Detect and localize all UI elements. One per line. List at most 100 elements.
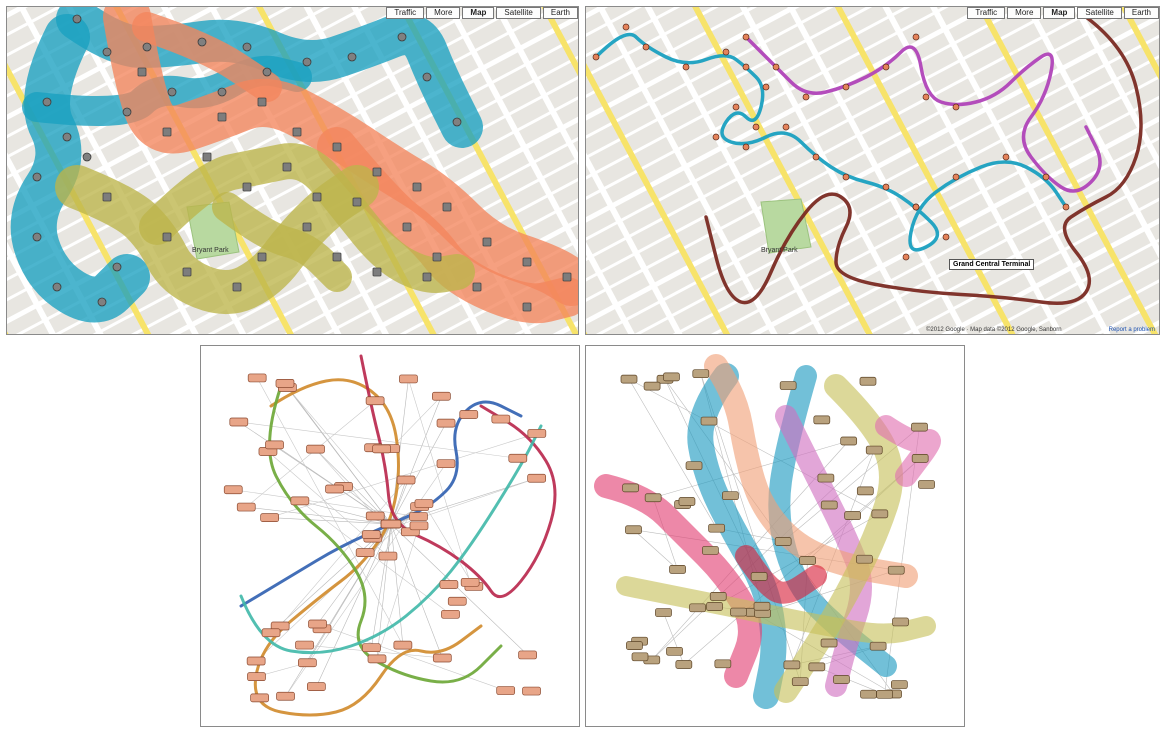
graph-node xyxy=(750,572,768,581)
street xyxy=(586,7,1159,334)
graph-node xyxy=(869,641,887,651)
graph-node xyxy=(496,686,516,695)
graph-node xyxy=(689,603,706,613)
map-more-button[interactable]: More xyxy=(426,7,461,19)
graph-edge xyxy=(246,506,392,525)
graph-node xyxy=(378,551,398,561)
set-member-marker xyxy=(32,172,42,182)
report-problem-link[interactable]: Report a problem xyxy=(1108,327,1155,333)
graph-node xyxy=(918,480,935,489)
line-set-stop-marker xyxy=(752,123,760,131)
graph-node xyxy=(783,660,801,670)
avenue xyxy=(804,7,1159,334)
line-set-stop-marker xyxy=(712,133,720,141)
poi-marker xyxy=(332,252,342,262)
graph-line-sets-canvas[interactable] xyxy=(201,346,579,726)
poi-marker xyxy=(202,152,212,162)
graph-node xyxy=(685,461,703,471)
graph-node xyxy=(871,509,889,519)
poi-marker xyxy=(312,192,322,202)
graph-node xyxy=(229,417,249,427)
map-earth-button-right[interactable]: Earth xyxy=(1123,7,1159,19)
graph-node xyxy=(365,511,385,521)
graph-line-sets-panel[interactable] xyxy=(200,345,580,727)
graph-node xyxy=(730,607,747,617)
set-member-marker xyxy=(52,282,62,292)
map-traffic-button[interactable]: Traffic xyxy=(386,7,425,19)
map-copyright: ©2012 Google · Map data ©2012 Google, Sa… xyxy=(926,327,1062,333)
graph-node xyxy=(631,652,649,662)
poi-marker xyxy=(232,282,242,292)
graph-node xyxy=(663,372,680,382)
graph-edge xyxy=(390,396,442,525)
graph-node xyxy=(709,592,727,601)
set-member-marker xyxy=(82,152,92,162)
graph-node xyxy=(527,473,547,483)
avenue xyxy=(656,7,1097,334)
graph-node xyxy=(892,617,909,627)
graph-node xyxy=(275,378,295,388)
graph-set-regions-panel[interactable] xyxy=(585,345,965,727)
poi-marker xyxy=(302,222,312,232)
map-satellite-button[interactable]: Satellite xyxy=(496,7,541,19)
line-set-stop-marker xyxy=(1062,203,1070,211)
graph-node xyxy=(753,601,771,611)
street xyxy=(586,7,1159,334)
peach-graph-set-region xyxy=(704,354,918,588)
poi-marker xyxy=(402,222,412,232)
graph-node xyxy=(432,653,452,663)
set-member-marker xyxy=(102,47,112,57)
set-member-marker xyxy=(42,97,52,107)
map-line-sets-panel[interactable]: Traffic More Map Satellite Earth Bryant … xyxy=(585,6,1160,335)
map-more-button-right[interactable]: More xyxy=(1007,7,1042,19)
graph-node xyxy=(247,672,266,682)
graph-node xyxy=(678,497,696,506)
graph-edge xyxy=(371,523,392,648)
graph-node xyxy=(702,546,719,555)
line-set-stop-marker xyxy=(1002,153,1010,161)
graph-node xyxy=(518,650,537,660)
graph-node xyxy=(460,577,480,587)
poi-marker xyxy=(472,282,482,292)
graph-node xyxy=(522,686,541,696)
map-map-button[interactable]: Map xyxy=(462,7,495,19)
pink-graph-set-region xyxy=(875,415,941,487)
graph-node xyxy=(622,483,639,493)
set-member-marker xyxy=(97,297,107,307)
graph-edge xyxy=(233,489,419,517)
street xyxy=(586,7,1159,334)
poi-marker xyxy=(217,112,227,122)
street xyxy=(7,7,578,334)
green-graph-line-set xyxy=(268,384,503,684)
graph-edge xyxy=(390,523,404,646)
set-member-marker xyxy=(262,67,272,77)
map-line-sets-canvas[interactable] xyxy=(586,7,1159,334)
set-member-marker xyxy=(112,262,122,272)
line-set-stop-marker xyxy=(842,173,850,181)
graph-node xyxy=(820,638,838,648)
map-earth-button[interactable]: Earth xyxy=(542,7,578,19)
graph-node xyxy=(644,493,662,503)
graph-node xyxy=(396,475,416,485)
graph-node xyxy=(298,658,317,668)
street xyxy=(586,7,1159,319)
park-label-right: Bryant Park xyxy=(761,247,798,254)
map-set-regions-canvas[interactable] xyxy=(7,7,578,334)
graph-node xyxy=(774,537,792,546)
graph-set-regions-canvas[interactable] xyxy=(586,346,964,726)
map-satellite-button-right[interactable]: Satellite xyxy=(1077,7,1122,19)
graph-node xyxy=(308,619,327,629)
line-set-stop-marker xyxy=(912,33,920,41)
graph-node xyxy=(865,445,883,455)
graph-node xyxy=(817,473,835,483)
graph-node xyxy=(409,512,428,521)
teal-line-set xyxy=(594,32,1068,252)
set-member-marker xyxy=(422,72,432,82)
graph-node xyxy=(791,677,809,687)
map-map-button-right[interactable]: Map xyxy=(1043,7,1076,19)
graph-edge xyxy=(390,523,443,659)
avenue xyxy=(767,7,1159,334)
map-traffic-button-right[interactable]: Traffic xyxy=(967,7,1006,19)
map-set-regions-panel[interactable]: Traffic More Map Satellite Earth Bryant … xyxy=(6,6,579,335)
street xyxy=(586,7,1159,334)
